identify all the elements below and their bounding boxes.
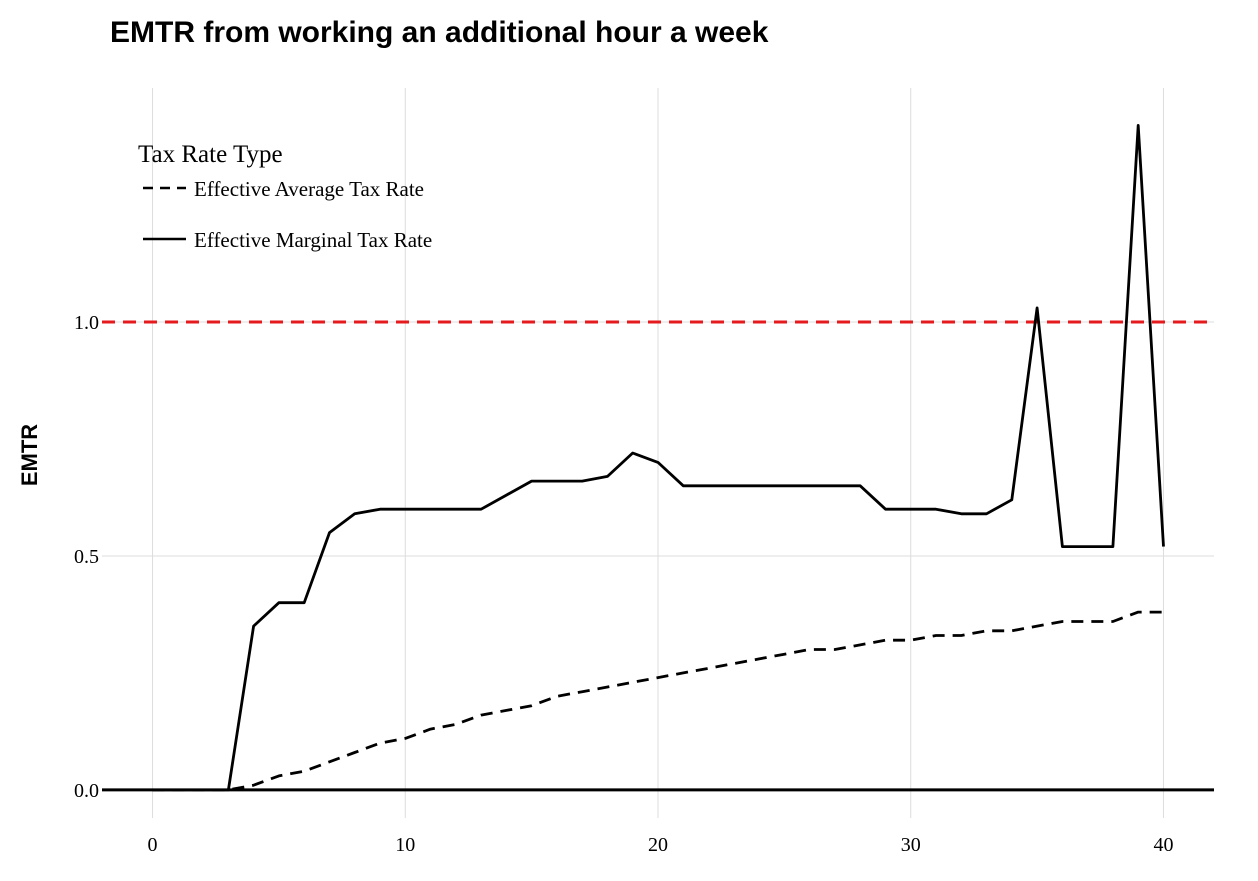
x-tick-label: 40 [1153,834,1173,856]
x-tick-label: 30 [901,834,921,856]
y-tick-label: 0.5 [74,546,99,568]
legend-label-average: Effective Average Tax Rate [194,177,424,201]
legend: Tax Rate Type Effective Average Tax Rate… [138,141,432,252]
x-tick-label: 10 [395,834,415,856]
series-lines [152,124,1165,792]
reference-lines [102,320,1214,792]
legend-label-marginal: Effective Marginal Tax Rate [194,228,432,252]
x-tick-label: 0 [148,834,158,856]
y-tick-label: 0.0 [74,780,99,802]
legend-title: Tax Rate Type [138,141,283,168]
x-tick-label: 20 [648,834,668,856]
tick-labels: 0 10 20 30 40 0.0 0.5 1.0 [74,312,1173,856]
chart-title: EMTR from working an additional hour a w… [110,16,769,49]
y-tick-label: 1.0 [74,312,99,334]
series-line-average-tax-rate [152,610,1164,792]
series-line-marginal-tax-rate [152,124,1165,792]
